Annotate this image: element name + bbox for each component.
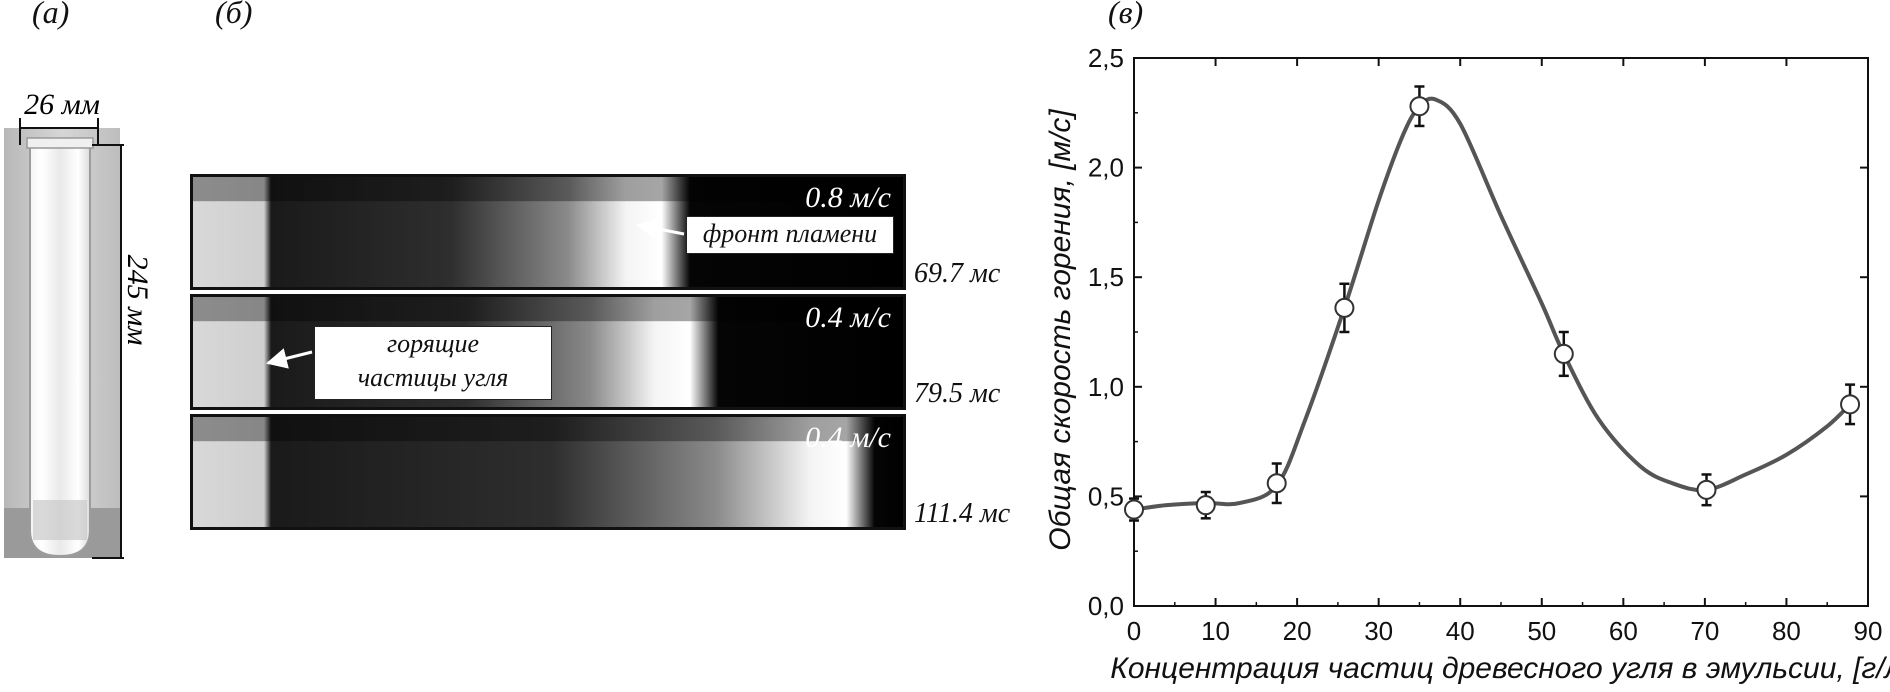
plot-frame <box>1133 57 1869 607</box>
y-tick-label: 1,5 <box>1088 262 1124 292</box>
x-tick-label: 20 <box>1283 616 1312 646</box>
x-tick-label: 30 <box>1364 616 1393 646</box>
x-axis-label: Концентрация частиц древесного угля в эм… <box>1110 652 1890 685</box>
y-tick-label: 2,5 <box>1088 43 1124 73</box>
chart-axes <box>1133 57 1869 607</box>
panel-b-label: (б) <box>215 0 253 30</box>
data-point <box>1553 343 1574 364</box>
frame-2-time: 79.5 мс <box>914 378 1001 409</box>
burning-particles-label: горящие частицы угля <box>314 326 552 400</box>
panel-a-label: (а) <box>32 0 70 30</box>
frame-3-time: 111.4 мс <box>914 498 1011 529</box>
chart-points <box>1124 85 1861 522</box>
data-point <box>1266 473 1287 494</box>
x-tick-label: 70 <box>1690 616 1719 646</box>
x-tick-label: 90 <box>1854 616 1883 646</box>
data-point <box>1409 96 1430 117</box>
y-tick-label: 0,5 <box>1088 481 1124 511</box>
data-point <box>1696 479 1717 500</box>
x-tick-label: 60 <box>1609 616 1638 646</box>
x-tick-label: 10 <box>1201 616 1230 646</box>
burning-particles-line2: частицы угля <box>357 363 509 392</box>
x-tick-label: 50 <box>1527 616 1556 646</box>
burning-particles-line1: горящие <box>386 329 480 358</box>
frame-3-image <box>193 417 903 527</box>
panel-c-label: (в) <box>1108 0 1144 30</box>
data-point <box>1124 499 1144 520</box>
y-tick-label: 2,0 <box>1088 153 1124 183</box>
x-tick-label: 80 <box>1772 616 1801 646</box>
frame-3: 0.4 м/с <box>190 414 906 530</box>
y-tick-label: 0,0 <box>1088 591 1124 621</box>
y-axis-label: Общая скорость горения, [м/с] <box>1044 109 1077 551</box>
frame-1-speed: 0.8 м/с <box>805 181 891 214</box>
chart-ticks: 0 10 20 30 40 50 60 70 80 90 0,0 0,5 1,0 1,5 2,0 2,5 <box>1088 43 1883 646</box>
chart-curve <box>1133 96 1852 512</box>
data-point <box>1334 297 1355 318</box>
data-point <box>1195 495 1216 516</box>
frame-2-speed: 0.4 м/с <box>805 301 891 334</box>
y-tick-label: 1,0 <box>1088 372 1124 402</box>
frame-1-time: 69.7 мс <box>914 258 1001 289</box>
flame-front-label: фронт пламени <box>686 216 894 254</box>
x-tick-label: 0 <box>1127 616 1141 646</box>
x-tick-label: 40 <box>1446 616 1475 646</box>
fit-curve <box>1133 96 1852 512</box>
data-point <box>1840 394 1861 415</box>
frame-3-speed: 0.4 м/с <box>805 421 891 454</box>
